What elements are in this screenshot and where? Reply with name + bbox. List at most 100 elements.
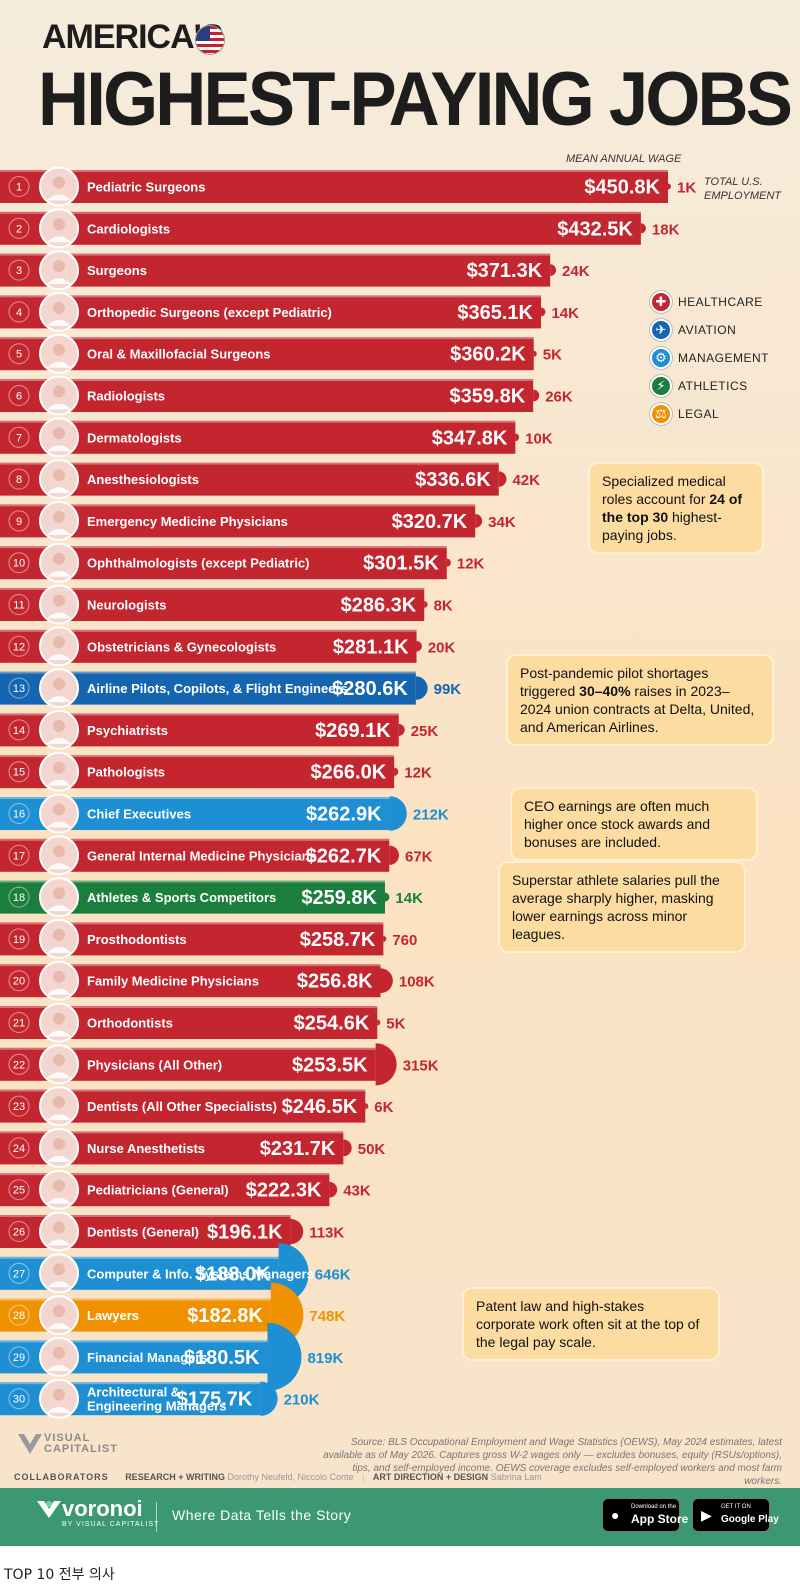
job-label: Orthodontists xyxy=(87,1016,173,1031)
bar-row: 4 Orthopedic Surgeons (except Pediatric) $… xyxy=(0,291,579,332)
wage-label: $259.8K xyxy=(301,887,377,909)
wage-bar-highlight xyxy=(0,880,385,883)
rank-badge xyxy=(8,844,30,866)
employment-label: 50K xyxy=(358,1141,386,1158)
employment-label: 760 xyxy=(392,932,417,949)
wage-label: $320.7K xyxy=(392,511,468,533)
employment-marker xyxy=(515,433,520,442)
wage-bar xyxy=(0,462,499,496)
tagline: Where Data Tells the Story xyxy=(172,1507,352,1523)
avatar-body xyxy=(47,403,71,410)
wage-bar-highlight xyxy=(0,838,390,841)
avatar-head xyxy=(53,1137,65,1150)
avatar-head xyxy=(53,552,65,565)
runner-icon: ⚡ xyxy=(650,375,672,397)
avatar-body xyxy=(47,1072,71,1079)
gavel-icon: ⚖ xyxy=(650,403,672,425)
voronoi-brand-sub: BY VISUAL CAPITALIST xyxy=(62,1521,160,1528)
gear-icon: ⚙ xyxy=(650,347,672,369)
avatar-head xyxy=(53,594,65,607)
job-label: Psychiatrists xyxy=(87,723,168,738)
avatar-body xyxy=(47,1155,71,1162)
wage-label: $254.6K xyxy=(294,1013,370,1035)
google-play-button[interactable]: ▶ GET IT ON Google Play xyxy=(692,1498,779,1532)
bar-row: 13 Airline Pilots, Copilots, & Flight Eng… xyxy=(0,668,461,709)
employment-marker xyxy=(383,935,387,942)
rank-number: 15 xyxy=(13,767,25,779)
employment-label: 108K xyxy=(399,974,435,991)
employment-marker xyxy=(343,1139,352,1157)
avatar-body xyxy=(47,1030,71,1037)
bar-row: 29 Financial Managers$180.5K 819K xyxy=(0,1322,343,1391)
avatar-head xyxy=(53,678,65,691)
wage-label: $269.1K xyxy=(315,720,391,742)
avatar-body xyxy=(47,1197,71,1204)
employment-marker xyxy=(384,892,390,902)
employment-marker xyxy=(424,601,428,608)
wage-label: $360.2K xyxy=(450,344,526,366)
wage-label: $182.8K xyxy=(187,1305,263,1327)
legend-label: MANAGEMENT xyxy=(678,351,770,365)
wage-label: $246.5K xyxy=(282,1096,358,1118)
wage-bar-highlight xyxy=(0,1006,378,1008)
wage-label: $231.7K xyxy=(260,1138,336,1160)
employment-label: 14K xyxy=(395,890,423,907)
bar-row: 14 Psychiatrists $269.1K 25K xyxy=(0,709,438,750)
rank-number: 26 xyxy=(13,1227,25,1239)
employment-label: 10K xyxy=(525,430,553,447)
avatar-head xyxy=(53,1221,65,1234)
employment-marker xyxy=(267,1322,302,1391)
avatar-head xyxy=(53,887,65,900)
employment-label: 8K xyxy=(434,598,453,615)
employment-marker xyxy=(416,640,422,652)
avatar-body xyxy=(47,612,71,619)
employment-label: 34K xyxy=(488,514,516,531)
apple-icon: ● xyxy=(611,1507,620,1523)
job-label: Financial Managers xyxy=(87,1350,208,1365)
employment-label: 5K xyxy=(543,347,562,364)
rank-badge xyxy=(8,886,30,908)
bar-row: 26 Dentists (General) $196.1K 113K xyxy=(0,1211,344,1252)
job-label: Architectural & Engineering Managers xyxy=(87,1385,226,1414)
rank-number: 3 xyxy=(16,265,22,277)
wage-bar-highlight xyxy=(0,713,399,716)
wage-bar-highlight xyxy=(0,379,534,381)
avatar-head xyxy=(53,510,65,523)
wage-bar-highlight xyxy=(0,1131,344,1134)
visual-capitalist-logo xyxy=(18,1434,42,1454)
job-label: Pediatricians (General) xyxy=(87,1183,229,1198)
rank-badge xyxy=(8,343,30,365)
avatar-head xyxy=(53,970,65,983)
employment-label: 18K xyxy=(652,221,680,238)
employment-label: 646K xyxy=(315,1266,351,1283)
avatar-body xyxy=(47,1239,71,1246)
employment-marker xyxy=(533,350,537,357)
employment-marker xyxy=(498,471,507,487)
wage-label: $262.7K xyxy=(306,845,382,867)
avatar-head xyxy=(53,1179,65,1192)
avatar-head xyxy=(53,218,65,231)
rank-number: 8 xyxy=(16,474,22,486)
legend-item-healthcare: ✚ HEALTHCARE xyxy=(650,288,769,316)
voronoi-brand[interactable]: voronoi xyxy=(62,1496,143,1521)
note-athletes: Superstar athlete salaries pull the aver… xyxy=(498,861,746,953)
employment-label: 43K xyxy=(343,1183,371,1200)
avatar-body xyxy=(47,1406,71,1413)
rank-number: 13 xyxy=(13,683,25,695)
voronoi-logo-icon xyxy=(37,1501,61,1518)
avatar-body xyxy=(47,737,71,744)
legend-label: LEGAL xyxy=(678,407,720,421)
wage-column-header: MEAN ANNUAL WAGE xyxy=(566,153,682,165)
employment-label: 315K xyxy=(403,1057,439,1074)
legend-label: ATHLETICS xyxy=(678,379,748,393)
rank-badge xyxy=(8,176,30,197)
rank-badge xyxy=(8,635,30,657)
bar-row: 23 Dentists (All Other Specialists) $246.5… xyxy=(0,1086,394,1127)
rank-badge xyxy=(8,1053,30,1075)
rank-number: 17 xyxy=(13,850,25,862)
rank-badge xyxy=(8,1304,30,1326)
rank-badge xyxy=(8,217,30,239)
app-store-button[interactable]: ● Download on the App Store xyxy=(602,1498,688,1532)
avatar-head xyxy=(53,761,65,774)
job-label: Oral & Maxillofacial Surgeons xyxy=(87,347,271,362)
